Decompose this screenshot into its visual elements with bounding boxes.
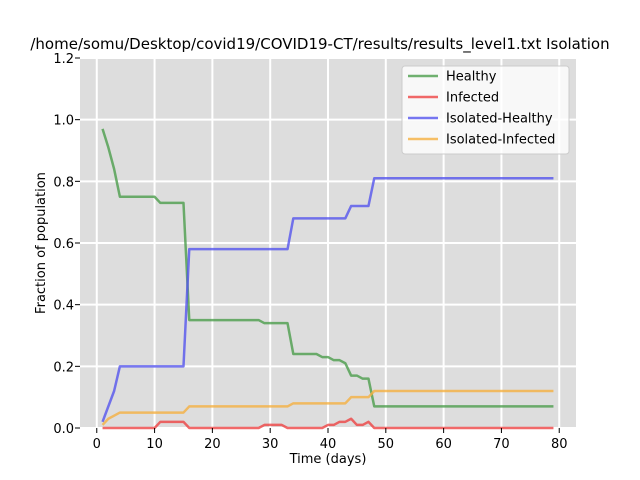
x-axis-label: Time (days): [289, 452, 367, 467]
series-line-isolated-infected: [101, 389, 554, 426]
axis-ticks: 0 10 20 30 40 50 60 70 80 0.0 0.2 0.4 0.6 0.8 1.0 1.2: [53, 52, 567, 452]
x-tick-label: 50: [378, 437, 395, 452]
x-tick-label: 30: [262, 437, 279, 452]
legend: Healthy Infected Isolated-Healthy Isolated-…: [401, 65, 570, 155]
series-line-infected: [102, 417, 554, 430]
series-line-healthy: [101, 128, 554, 408]
y-tick-label: 0.6: [53, 237, 74, 252]
x-tick-label: 20: [204, 437, 221, 452]
y-tick-label: 0.8: [53, 175, 74, 190]
y-tick-label: 0.2: [53, 360, 74, 375]
y-axis-label: Fraction of population: [34, 172, 49, 314]
x-tick-label: 70: [493, 437, 510, 452]
x-tick-label: 80: [551, 437, 568, 452]
series-line-isolated-healthy: [101, 177, 554, 423]
series-lines: [101, 128, 554, 430]
y-tick-label: 1.0: [53, 114, 74, 129]
x-tick-label: 10: [146, 437, 163, 452]
y-tick-label: 0.0: [53, 422, 74, 437]
x-tick-label: 40: [320, 437, 337, 452]
legend-label: Healthy: [446, 70, 497, 85]
legend-box: [401, 65, 570, 155]
y-tick-label: 1.2: [53, 52, 74, 67]
x-tick-label: 0: [93, 437, 101, 452]
chart-title: /home/somu/Desktop/covid19/COVID19-CT/re…: [30, 35, 609, 54]
legend-label: Infected: [446, 91, 499, 106]
legend-label: Isolated-Infected: [446, 133, 555, 148]
x-tick-label: 60: [435, 437, 452, 452]
legend-label: Isolated-Healthy: [446, 112, 553, 127]
y-tick-label: 0.4: [53, 299, 74, 314]
